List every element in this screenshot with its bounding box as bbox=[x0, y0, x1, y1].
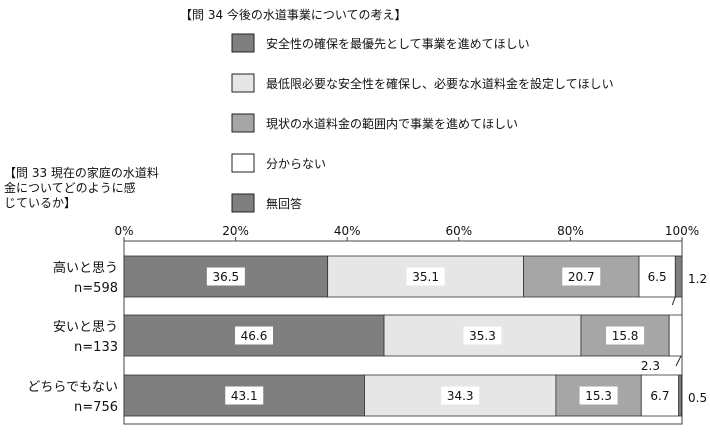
data-label: 46.6 bbox=[241, 329, 268, 343]
data-label: 43.1 bbox=[231, 389, 258, 403]
bar-segment bbox=[678, 374, 682, 417]
data-label: 15.3 bbox=[585, 389, 612, 403]
data-label-box bbox=[225, 386, 264, 405]
x-tick-label: 60% bbox=[445, 224, 472, 238]
x-tick-label: 0% bbox=[114, 224, 133, 238]
data-label: 35.1 bbox=[412, 270, 439, 284]
category-n-label: n=133 bbox=[74, 340, 118, 355]
x-tick-label: 100% bbox=[665, 224, 699, 238]
data-label: 6.5 bbox=[648, 270, 667, 284]
data-label: 34.3 bbox=[447, 389, 474, 403]
data-label-leader bbox=[671, 296, 676, 306]
legend-label: 安全性の確保を最優先として事業を進めてほしい bbox=[266, 36, 530, 51]
data-label-box bbox=[235, 326, 274, 345]
category-label: 高いと思う bbox=[53, 260, 118, 276]
legend-label: 分からない bbox=[266, 157, 326, 171]
data-label-box bbox=[206, 267, 245, 286]
row-header-line: 金についてどのように感 bbox=[4, 180, 136, 195]
x-tick-label: 20% bbox=[222, 224, 249, 238]
legend-swatch bbox=[231, 153, 255, 173]
data-label: 15.8 bbox=[612, 329, 639, 343]
data-label-box bbox=[579, 386, 618, 405]
category-label: どちらでもない bbox=[27, 380, 118, 395]
x-tick-label: 80% bbox=[557, 224, 584, 238]
legend-swatch bbox=[231, 73, 255, 93]
data-label: 35.3 bbox=[469, 329, 496, 343]
data-label-box bbox=[644, 386, 676, 405]
data-label: 0.5 bbox=[688, 391, 707, 405]
legend-swatch bbox=[231, 33, 255, 53]
data-label: 20.7 bbox=[568, 270, 595, 284]
data-label-box bbox=[641, 267, 673, 286]
category-n-label: n=756 bbox=[74, 400, 118, 415]
legend-swatch bbox=[231, 113, 255, 133]
legend-label: 最低限必要な安全性を確保し、必要な水道料金を設定してほしい bbox=[266, 76, 614, 91]
x-tick-label: 40% bbox=[334, 224, 361, 238]
legend-label: 現状の水道料金の範囲内で事業を進めてほしい bbox=[266, 116, 518, 131]
row-header-line: じているか】 bbox=[4, 196, 76, 210]
data-label: 2.3 bbox=[641, 359, 660, 373]
data-label-box bbox=[406, 267, 445, 286]
data-label: 1.2 bbox=[688, 272, 707, 286]
legend-label: 無回答 bbox=[266, 196, 302, 211]
data-label-leader bbox=[675, 355, 682, 367]
data-label-box bbox=[441, 386, 480, 405]
row-header-line: 【問 33 現在の家庭の水道料 bbox=[4, 165, 159, 180]
data-label-box bbox=[562, 267, 601, 286]
legend-swatch bbox=[231, 193, 255, 213]
data-label-box bbox=[606, 326, 645, 345]
bar-segment bbox=[674, 255, 683, 298]
chart-title: 【問 34 今後の水道事業についての考え】 bbox=[180, 7, 407, 22]
category-n-label: n=598 bbox=[74, 281, 118, 296]
data-label-box bbox=[463, 326, 502, 345]
bar-segment bbox=[668, 314, 683, 357]
data-label: 6.7 bbox=[650, 389, 669, 403]
data-label: 36.5 bbox=[212, 270, 239, 284]
category-label: 安いと思う bbox=[53, 320, 118, 335]
